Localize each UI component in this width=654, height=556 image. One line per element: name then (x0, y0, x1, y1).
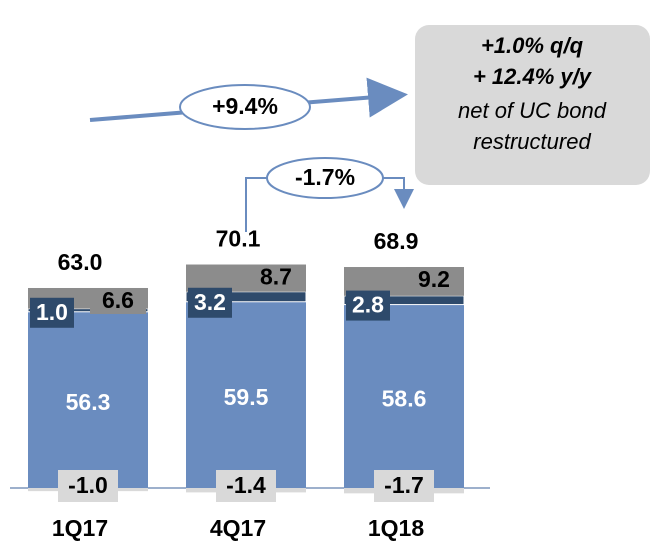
label-box (406, 267, 462, 294)
bar-segment (186, 301, 306, 488)
label-box (90, 287, 146, 314)
qoq-bubble (266, 157, 384, 199)
bar-segment (344, 304, 464, 488)
segment-label: 9.2 (418, 266, 450, 292)
growth-label: +9.4% (212, 93, 278, 119)
growth-bubble (179, 84, 311, 130)
note-line: + 12.4% y/y (473, 64, 593, 89)
label-box (346, 290, 390, 321)
segment-label: 58.6 (382, 385, 427, 411)
label-box (248, 264, 304, 291)
x-tick-label: 1Q17 (52, 515, 108, 541)
note-line: +1.0% q/q (481, 33, 584, 58)
segment-label: 1.0 (36, 299, 68, 325)
total-label: 63.0 (58, 249, 103, 275)
segment-label: 3.2 (194, 289, 226, 315)
segment-label: -1.0 (68, 472, 108, 498)
segment-label: 8.7 (260, 264, 292, 290)
note-box (415, 25, 650, 185)
label-box (58, 470, 118, 502)
note-line: net of UC bond (458, 98, 607, 123)
label-box (188, 287, 232, 318)
segment-label: -1.7 (384, 472, 424, 498)
total-label: 70.1 (216, 226, 261, 252)
segment-label: 59.5 (224, 384, 269, 410)
qoq-label: -1.7% (295, 164, 355, 190)
label-box (216, 470, 276, 502)
segment-label: 56.3 (66, 389, 111, 415)
x-tick-label: 4Q17 (210, 515, 266, 541)
x-tick-label: 1Q18 (368, 515, 424, 541)
label-box (374, 470, 434, 502)
note-line: restructured (473, 129, 591, 154)
segment-label: -1.4 (226, 472, 266, 498)
bar-segment (28, 311, 148, 488)
total-label: 68.9 (374, 228, 419, 254)
segment-label: 6.6 (102, 287, 134, 313)
label-box (30, 297, 74, 328)
segment-label: 2.8 (352, 292, 384, 318)
